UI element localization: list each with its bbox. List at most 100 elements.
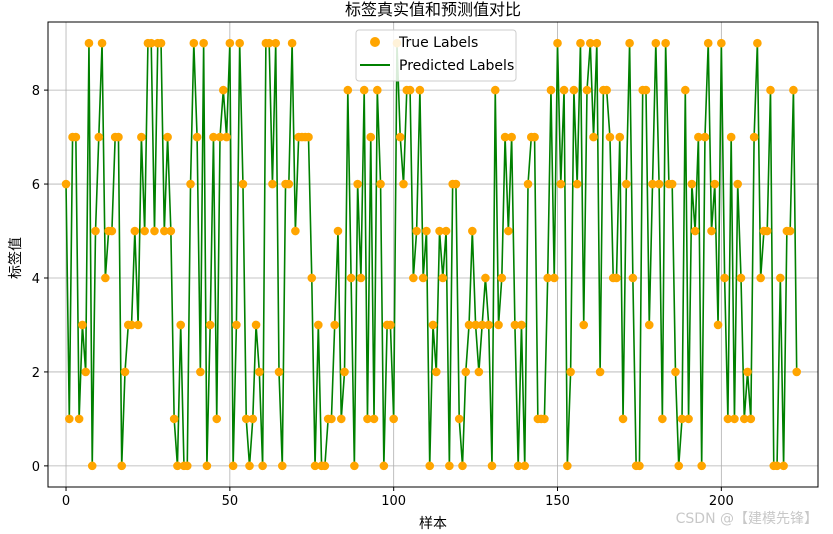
true-label-point: [91, 226, 100, 236]
true-label-point: [451, 179, 461, 189]
y-tick-label: 2: [32, 366, 40, 381]
true-label-point: [595, 367, 605, 377]
true-label-point: [753, 38, 762, 48]
true-label-point: [307, 273, 317, 283]
true-label-point: [749, 132, 759, 142]
true-label-point: [176, 320, 185, 330]
true-label-point: [140, 226, 149, 236]
true-label-point: [333, 226, 343, 236]
true-label-point: [133, 320, 143, 330]
true-label-point: [405, 85, 415, 95]
true-label-point: [671, 367, 680, 377]
true-label-point: [101, 273, 110, 283]
ticks: 0 50 100 150 200 0 2 4 6 8: [32, 84, 734, 509]
true-label-point: [71, 132, 81, 142]
predicted-labels-line: [65, 42, 798, 467]
true-label-point: [644, 320, 654, 330]
y-tick-label: 8: [32, 84, 40, 99]
true-label-point: [130, 226, 140, 236]
true-label-point: [422, 226, 431, 236]
true-label-point: [540, 414, 549, 424]
true-label-point: [654, 179, 664, 189]
true-label-point: [376, 179, 385, 189]
true-label-point: [277, 461, 287, 471]
true-label-point: [700, 132, 710, 142]
true-label-point: [474, 367, 484, 377]
true-label-point: [438, 273, 448, 283]
true-label-point: [268, 179, 277, 189]
true-label-point: [628, 273, 638, 283]
true-label-point: [602, 85, 611, 95]
true-label-point: [107, 226, 117, 236]
true-label-point: [428, 320, 438, 330]
y-tick-label: 0: [32, 460, 40, 475]
true-label-point: [238, 179, 248, 189]
true-label-point: [245, 461, 254, 471]
true-label-point: [746, 414, 756, 424]
true-label-point: [182, 461, 192, 471]
true-label-point: [389, 414, 398, 424]
true-label-point: [471, 320, 480, 330]
true-label-point: [241, 414, 251, 424]
true-label-point: [336, 414, 346, 424]
true-label-point: [779, 461, 788, 471]
true-label-point: [785, 226, 795, 236]
true-label-point: [251, 320, 261, 330]
true-label-point: [520, 461, 530, 471]
true-label-point: [739, 414, 749, 424]
true-label-point: [359, 85, 369, 95]
true-label-point: [687, 179, 697, 189]
true-label-point: [340, 367, 349, 377]
true-label-point: [215, 132, 225, 142]
true-label-point: [684, 414, 693, 424]
x-tick-label: 100: [381, 494, 406, 509]
true-label-point: [199, 38, 208, 48]
true-label-point: [379, 461, 389, 471]
true-label-point: [454, 414, 464, 424]
true-label-point: [212, 414, 222, 424]
x-tick-label: 150: [545, 494, 570, 509]
true-label-point: [530, 132, 539, 142]
true-label-point: [209, 132, 218, 142]
true-label-point: [707, 226, 716, 236]
true-label-point: [369, 414, 379, 424]
true-label-point: [330, 320, 340, 330]
true-label-point: [674, 461, 684, 471]
true-label-point: [291, 226, 300, 236]
true-label-point: [418, 273, 428, 283]
true-label-point: [487, 461, 497, 471]
true-label-point: [776, 273, 785, 283]
true-label-point: [163, 132, 172, 142]
true-label-point: [192, 132, 202, 142]
true-label-point: [353, 179, 362, 189]
true-label-point: [710, 179, 720, 189]
true-label-point: [173, 461, 182, 471]
true-label-point: [504, 226, 513, 236]
legend-label-predicted-labels: Predicted Labels: [399, 58, 514, 74]
true-label-point: [730, 414, 739, 424]
true-label-point: [556, 179, 566, 189]
true-label-point: [189, 38, 199, 48]
true-label-point: [235, 38, 244, 48]
true-label-point: [500, 132, 510, 142]
true-label-point: [186, 179, 195, 189]
true-label-point: [61, 179, 71, 189]
true-label-point: [81, 367, 90, 377]
true-label-point: [399, 179, 408, 189]
true-label-point: [566, 367, 575, 377]
true-label-point: [677, 414, 687, 424]
true-label-point: [579, 320, 589, 330]
true-label-point: [363, 414, 372, 424]
true-label-point: [789, 85, 798, 95]
true-label-point: [356, 273, 366, 283]
true-label-point: [373, 85, 382, 95]
true-label-point: [127, 320, 136, 330]
legend-marker-true-labels: [370, 37, 380, 47]
true-label-point: [320, 461, 330, 471]
true-label-point: [314, 320, 323, 330]
true-label-point: [723, 414, 733, 424]
true-label-point: [468, 226, 477, 236]
true-label-point: [667, 179, 677, 189]
true-label-point: [169, 414, 179, 424]
